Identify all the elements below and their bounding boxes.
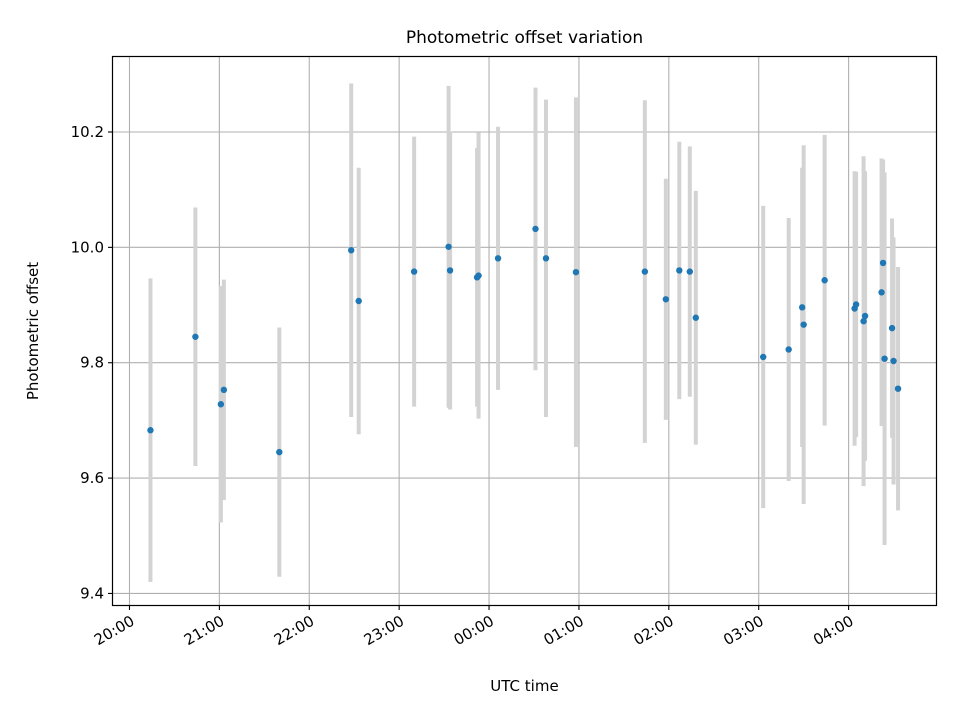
data-point <box>355 297 362 305</box>
data-point <box>662 296 670 303</box>
data-point <box>692 314 699 321</box>
data-point <box>881 355 888 362</box>
data-point <box>890 357 897 365</box>
data-point <box>220 386 228 394</box>
data-point <box>860 317 867 325</box>
data-point <box>641 268 649 275</box>
data-point <box>821 277 828 284</box>
chart-title: Photometric offset variation <box>406 28 643 48</box>
y-axis: 9.4 9.6 9.8 10.0 10.2 <box>71 123 113 602</box>
data-point <box>542 255 550 262</box>
x-axis-label: UTC time <box>490 677 558 695</box>
data-point <box>798 304 806 311</box>
data-point <box>852 301 860 308</box>
data-point <box>410 268 418 275</box>
data-point <box>686 268 693 275</box>
data-point <box>800 321 807 328</box>
data-point <box>445 243 452 250</box>
data-point <box>676 267 683 274</box>
y-tick-label: 9.4 <box>80 584 104 602</box>
y-tick-label: 9.6 <box>80 469 104 487</box>
data-point <box>879 259 887 267</box>
data-point <box>348 247 355 254</box>
y-tick-label: 10.0 <box>71 238 104 256</box>
data-point <box>532 225 539 233</box>
data-point <box>572 268 580 276</box>
y-tick-label: 10.2 <box>71 123 104 141</box>
data-points <box>147 225 902 456</box>
y-tick-label: 9.8 <box>80 354 104 372</box>
data-point <box>878 289 885 296</box>
data-point <box>861 312 869 320</box>
data-point <box>276 448 283 456</box>
data-point <box>217 401 225 408</box>
data-point <box>147 427 154 434</box>
grid-lines <box>113 57 937 605</box>
data-point <box>888 324 896 332</box>
plot-frame <box>111 55 938 607</box>
data-point <box>192 333 199 340</box>
y-axis-label: Photometric offset <box>24 262 42 400</box>
data-point <box>760 353 767 361</box>
data-point <box>894 385 902 392</box>
data-point <box>494 255 502 262</box>
data-point <box>785 346 792 353</box>
data-point <box>475 272 482 279</box>
data-point <box>446 267 454 274</box>
